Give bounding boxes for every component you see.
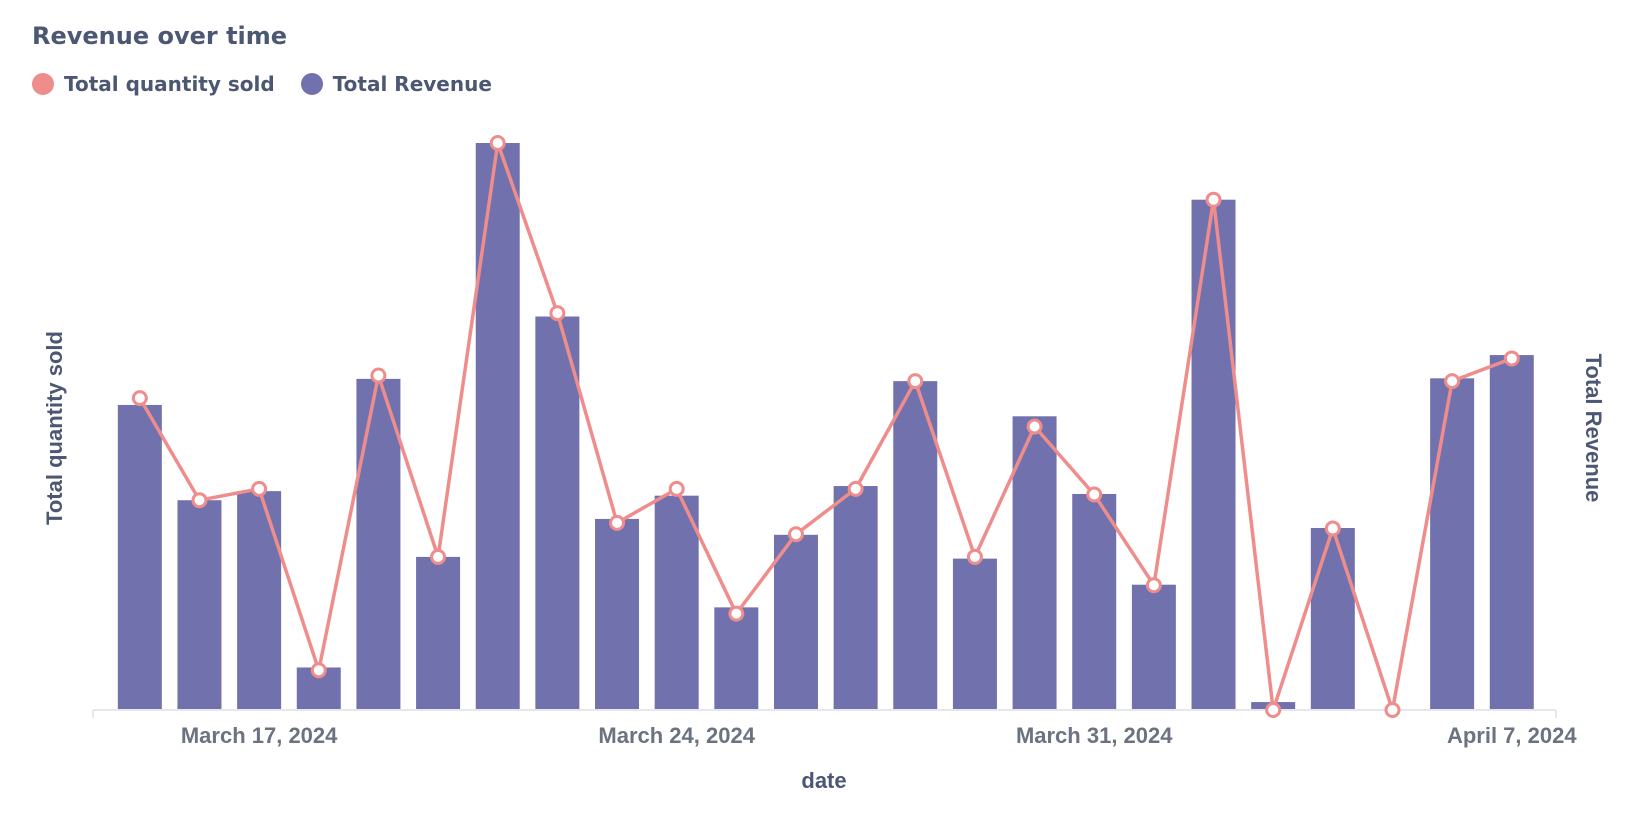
legend-label-revenue: Total Revenue <box>332 72 492 96</box>
quantity-point[interactable] <box>1384 702 1401 718</box>
x-tick-label: April 7, 2024 <box>1447 723 1577 748</box>
revenue-bar[interactable] <box>1191 199 1236 710</box>
revenue-bar[interactable] <box>773 534 818 710</box>
legend-item-revenue[interactable]: Total Revenue <box>300 72 492 96</box>
revenue-bar[interactable] <box>952 558 997 710</box>
quantity-point[interactable] <box>191 492 208 509</box>
x-tick-labels: March 17, 2024 March 24, 2024 March 31, 20… <box>181 723 1577 748</box>
quantity-point[interactable] <box>966 548 983 565</box>
quantity-point[interactable] <box>549 305 566 322</box>
revenue-bar[interactable] <box>1072 493 1117 710</box>
legend-swatch-revenue <box>300 73 323 95</box>
quantity-point[interactable] <box>1444 373 1461 390</box>
x-tick-label: March 31, 2024 <box>1016 723 1173 748</box>
quantity-point[interactable] <box>1265 702 1282 718</box>
quantity-point[interactable] <box>251 480 268 497</box>
revenue-bar[interactable] <box>595 518 640 710</box>
chart-legend: Total quantity sold Total Revenue <box>32 72 518 96</box>
revenue-bar[interactable] <box>117 404 162 710</box>
quantity-point[interactable] <box>489 135 506 151</box>
revenue-bar[interactable] <box>893 381 938 710</box>
revenue-bar[interactable] <box>535 316 580 710</box>
revenue-bar[interactable] <box>1489 355 1534 710</box>
quantity-point[interactable] <box>1086 486 1103 503</box>
quantity-point[interactable] <box>728 605 745 622</box>
revenue-bar[interactable] <box>1430 378 1475 710</box>
revenue-bar[interactable] <box>714 607 759 710</box>
revenue-bar[interactable] <box>237 491 282 710</box>
quantity-point[interactable] <box>1145 577 1162 594</box>
quantity-point[interactable] <box>131 390 148 407</box>
quantity-point[interactable] <box>1503 350 1520 367</box>
revenue-bar[interactable] <box>1310 527 1355 710</box>
quantity-point[interactable] <box>609 514 626 531</box>
quantity-point[interactable] <box>430 548 447 565</box>
x-axis-label: date <box>801 768 846 793</box>
revenue-bar[interactable] <box>1012 416 1057 710</box>
x-tick-label: March 24, 2024 <box>598 723 755 748</box>
quantity-point[interactable] <box>310 662 327 679</box>
y-axis-right-label: Total Revenue <box>1581 354 1606 503</box>
revenue-bar[interactable] <box>177 500 222 710</box>
x-tick-label: March 17, 2024 <box>181 723 338 748</box>
quantity-point[interactable] <box>847 480 864 497</box>
revenue-bar[interactable] <box>356 378 401 710</box>
revenue-bars <box>117 143 1534 710</box>
legend-swatch-quantity <box>32 73 54 95</box>
y-axis-left-label: Total quantity sold <box>42 331 67 525</box>
revenue-bar[interactable] <box>475 143 520 710</box>
quantity-point[interactable] <box>787 526 804 543</box>
revenue-bar[interactable] <box>416 556 461 710</box>
revenue-bar[interactable] <box>1131 584 1176 710</box>
quantity-points <box>131 135 1520 718</box>
quantity-point[interactable] <box>1324 520 1341 537</box>
legend-item-quantity[interactable]: Total quantity sold <box>32 72 275 96</box>
legend-label-quantity: Total quantity sold <box>64 72 275 96</box>
revenue-bar[interactable] <box>833 486 878 710</box>
chart-title: Revenue over time <box>32 22 288 50</box>
quantity-point[interactable] <box>1205 191 1222 208</box>
revenue-bar[interactable] <box>654 495 699 710</box>
quantity-point[interactable] <box>907 373 924 390</box>
quantity-point[interactable] <box>1026 418 1043 435</box>
quantity-point[interactable] <box>668 480 685 497</box>
quantity-line <box>138 141 1513 712</box>
quantity-point[interactable] <box>370 367 387 384</box>
